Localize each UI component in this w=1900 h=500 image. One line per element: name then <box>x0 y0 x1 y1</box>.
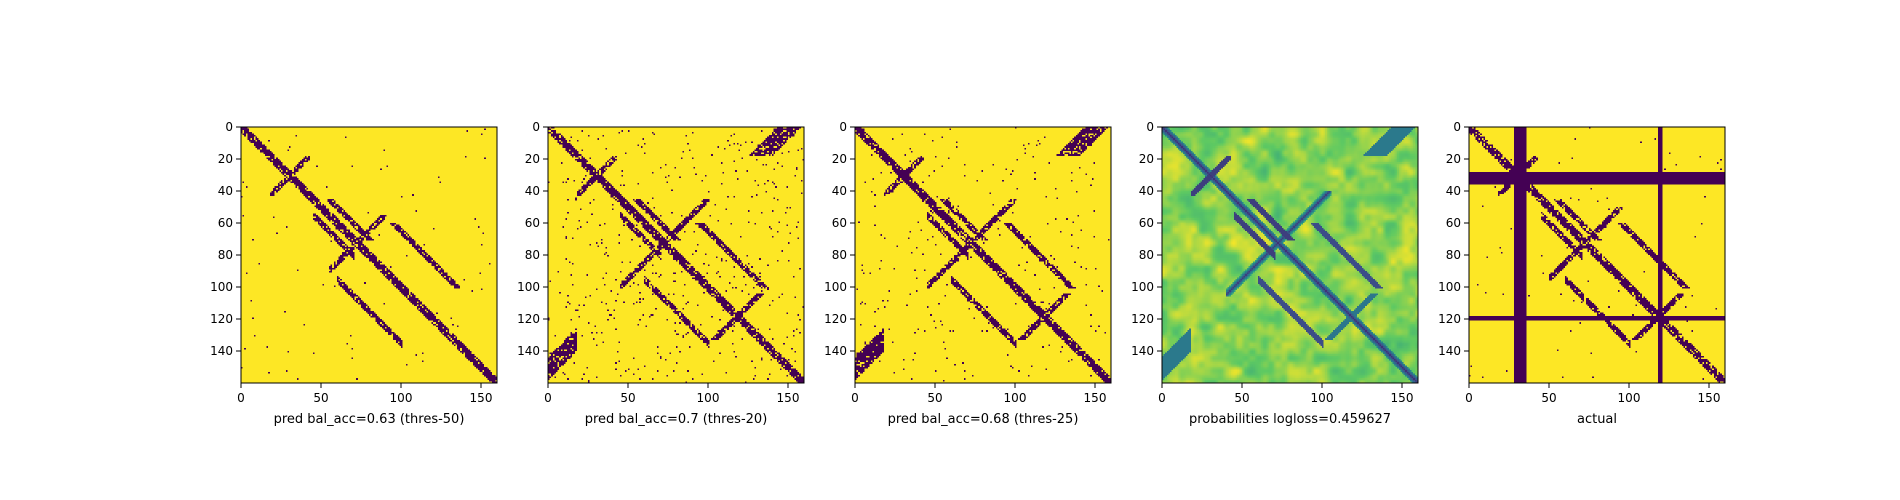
x-axis-label: actual <box>1577 412 1617 427</box>
y-tick-label: 120 <box>824 312 847 326</box>
y-tick-label: 0 <box>532 120 540 134</box>
y-tick-label: 60 <box>832 216 847 230</box>
y-tick-label: 100 <box>824 280 847 294</box>
y-tick-label: 0 <box>1453 120 1461 134</box>
y-tick-label: 40 <box>1139 184 1154 198</box>
x-tick-label: 100 <box>390 391 413 405</box>
y-tick-label: 20 <box>218 152 233 166</box>
y-tick-label: 140 <box>1131 344 1154 358</box>
y-tick-label: 100 <box>1438 280 1461 294</box>
x-tick-label: 150 <box>1391 391 1414 405</box>
y-tick-label: 40 <box>832 184 847 198</box>
heatmap-cells <box>241 127 497 383</box>
y-tick-label: 40 <box>218 184 233 198</box>
y-tick-label: 80 <box>1446 248 1461 262</box>
y-tick-label: 100 <box>1131 280 1154 294</box>
x-axis-label: probabilities logloss=0.459627 <box>1189 412 1391 427</box>
x-tick-label: 100 <box>1618 391 1641 405</box>
x-tick-label: 50 <box>1541 391 1556 405</box>
heatmap-panel-1: 0 50 100 150 0 20 40 60 80 100 120 140 pred bal_acc=… <box>210 120 498 427</box>
x-tick-label: 150 <box>1084 391 1107 405</box>
y-tick-label: 80 <box>218 248 233 262</box>
y-tick-label: 120 <box>1438 312 1461 326</box>
x-tick-label: 0 <box>851 391 859 405</box>
x-tick-label: 150 <box>1698 391 1721 405</box>
x-tick-label: 0 <box>1158 391 1166 405</box>
x-tick-label: 0 <box>1465 391 1473 405</box>
x-tick-label: 100 <box>1311 391 1334 405</box>
y-tick-label: 80 <box>525 248 540 262</box>
x-axis-label: pred bal_acc=0.63 (thres-50) <box>274 412 465 427</box>
x-tick-label: 50 <box>313 391 328 405</box>
y-tick-label: 60 <box>525 216 540 230</box>
heatmap-panel-5: 0 50 100 150 0 20 40 60 80 100 120 140 actual <box>1438 120 1726 427</box>
y-tick-label: 140 <box>517 344 540 358</box>
heatmap-cells <box>855 127 1111 383</box>
heatmap-panel-4: 0 50 100 150 0 20 40 60 80 100 120 140 probabilities… <box>1131 120 1419 427</box>
y-tick-label: 100 <box>210 280 233 294</box>
x-axis-label: pred bal_acc=0.7 (thres-20) <box>585 412 768 427</box>
y-tick-label: 140 <box>1438 344 1461 358</box>
y-tick-label: 20 <box>525 152 540 166</box>
x-tick-label: 100 <box>1004 391 1027 405</box>
heatmap-panel-3: 0 50 100 150 0 20 40 60 80 100 120 140 pred bal_acc=… <box>824 120 1112 427</box>
y-tick-label: 120 <box>1131 312 1154 326</box>
heatmap-cells <box>1162 127 1418 383</box>
heatmap-cells <box>1469 127 1725 383</box>
y-tick-label: 60 <box>218 216 233 230</box>
y-tick-label: 0 <box>839 120 847 134</box>
heatmap-cells <box>548 127 804 383</box>
x-tick-label: 150 <box>470 391 493 405</box>
y-tick-label: 140 <box>210 344 233 358</box>
y-tick-label: 60 <box>1139 216 1154 230</box>
x-tick-label: 0 <box>237 391 245 405</box>
y-tick-label: 80 <box>1139 248 1154 262</box>
x-axis-label: pred bal_acc=0.68 (thres-25) <box>888 412 1079 427</box>
y-tick-label: 0 <box>1146 120 1154 134</box>
y-tick-label: 0 <box>225 120 233 134</box>
y-tick-label: 20 <box>1446 152 1461 166</box>
heatmap-panel-2: 0 50 100 150 0 20 40 60 80 100 120 140 pred bal_acc=… <box>517 120 805 427</box>
x-tick-label: 100 <box>697 391 720 405</box>
y-tick-label: 20 <box>832 152 847 166</box>
y-tick-label: 120 <box>517 312 540 326</box>
x-tick-label: 150 <box>777 391 800 405</box>
y-tick-label: 60 <box>1446 216 1461 230</box>
x-tick-label: 50 <box>1234 391 1249 405</box>
x-tick-label: 0 <box>544 391 552 405</box>
y-tick-label: 140 <box>824 344 847 358</box>
x-tick-label: 50 <box>927 391 942 405</box>
x-tick-label: 50 <box>620 391 635 405</box>
y-tick-label: 40 <box>1446 184 1461 198</box>
y-tick-label: 120 <box>210 312 233 326</box>
y-tick-label: 100 <box>517 280 540 294</box>
y-tick-label: 40 <box>525 184 540 198</box>
y-tick-label: 80 <box>832 248 847 262</box>
y-tick-label: 20 <box>1139 152 1154 166</box>
